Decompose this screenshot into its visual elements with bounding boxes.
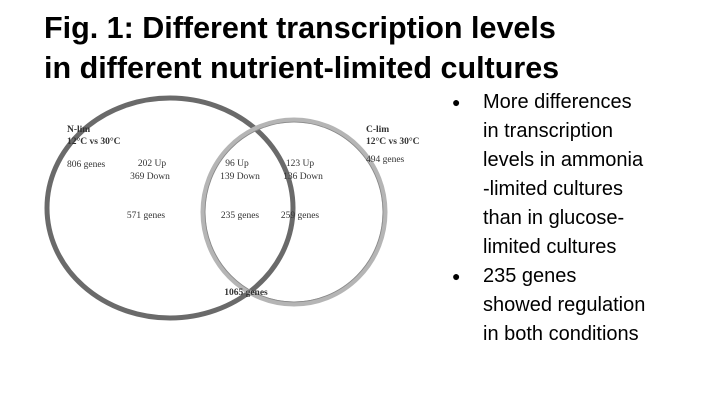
region-down: 369 Down bbox=[130, 172, 170, 182]
left-circle bbox=[44, 95, 296, 321]
right-circle bbox=[200, 117, 388, 307]
region-genes: 235 genes bbox=[221, 211, 260, 221]
bullet-line: in transcription bbox=[483, 120, 614, 142]
set-total: 806 genes bbox=[67, 160, 106, 170]
set-condition: 12°C vs 30°C bbox=[366, 136, 420, 147]
bullet-line: -limited cultures bbox=[483, 178, 624, 200]
region-up: 96 Up bbox=[225, 159, 249, 169]
right-circle-edge bbox=[204, 121, 384, 303]
venn-diagram: N-lim 12°C vs 30°C 806 genes C-lim 12°C … bbox=[44, 95, 420, 321]
bullet-list: More differences in transcription levels i… bbox=[452, 88, 645, 349]
bullet-line: in both conditions bbox=[483, 323, 639, 345]
title-line: in different nutrient-limited cultures bbox=[44, 51, 560, 85]
bullet-line: than in glucose- bbox=[483, 207, 625, 229]
bullet-line: showed regulation bbox=[483, 294, 646, 316]
union-total: 1065 genes bbox=[224, 288, 268, 298]
bullet-line: limited cultures bbox=[483, 236, 617, 258]
region-up: 123 Up bbox=[286, 159, 314, 169]
region-genes: 259 genes bbox=[281, 211, 320, 221]
set-label: N-lim bbox=[67, 125, 90, 135]
region-genes: 571 genes bbox=[127, 211, 166, 221]
bullet-line: More differences bbox=[483, 91, 632, 113]
bullet: More differences in transcription levels i… bbox=[452, 88, 645, 262]
bullet-line: levels in ammonia bbox=[483, 149, 644, 171]
region-down: 136 Down bbox=[283, 172, 323, 182]
slide-title: Fig. 1: Different transcription levels i… bbox=[44, 8, 559, 88]
bullet-line: 235 genes bbox=[483, 265, 577, 287]
bullet: 235 genes showed regulation in both condit… bbox=[452, 262, 645, 349]
title-line: Fig. 1: Different transcription levels bbox=[44, 11, 556, 45]
region-down: 139 Down bbox=[220, 172, 260, 182]
set-total: 494 genes bbox=[366, 155, 405, 165]
set-label: C-lim bbox=[366, 125, 389, 135]
set-condition: 12°C vs 30°C bbox=[67, 136, 121, 147]
region-up: 202 Up bbox=[138, 159, 166, 169]
